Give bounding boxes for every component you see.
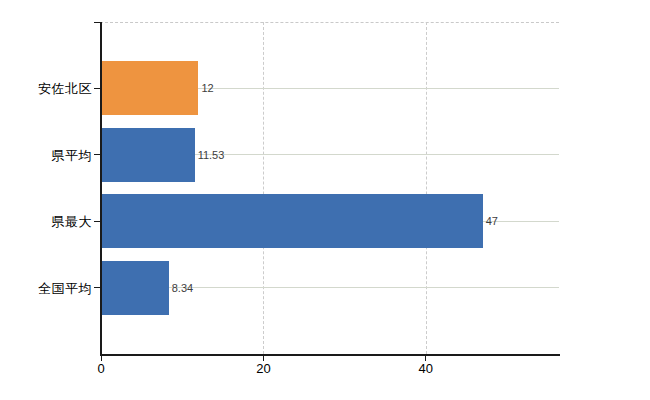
category-label: 安佐北区 [0, 80, 92, 97]
bar-value-label: 47 [486, 215, 498, 228]
category-label: 県平均 [0, 147, 92, 164]
bar [101, 61, 198, 115]
category-label: 県最大 [0, 213, 92, 230]
x-axis-tick [263, 356, 264, 361]
v-gridline [263, 22, 264, 354]
bar-value-label: 11.53 [198, 149, 225, 162]
bar [101, 194, 483, 248]
x-axis-tick [425, 356, 426, 361]
x-tick-label: 20 [243, 361, 283, 377]
plot-top-border [100, 22, 559, 23]
category-label: 全国平均 [0, 280, 92, 297]
y-axis [100, 22, 102, 355]
bar-chart: 12 安佐北区 11.53 県平均 47 県最大 8.34 全国平均 0 20 40 [0, 0, 650, 400]
x-axis-tick [101, 356, 102, 361]
x-tick-label: 40 [406, 361, 446, 377]
v-gridline [426, 22, 427, 354]
bar-value-label: 12 [201, 82, 213, 95]
h-gridline [101, 287, 559, 288]
x-tick-label: 0 [81, 361, 121, 377]
bar [101, 261, 169, 315]
bar [101, 128, 195, 182]
x-axis [100, 354, 560, 356]
bar-value-label: 8.34 [172, 282, 193, 295]
